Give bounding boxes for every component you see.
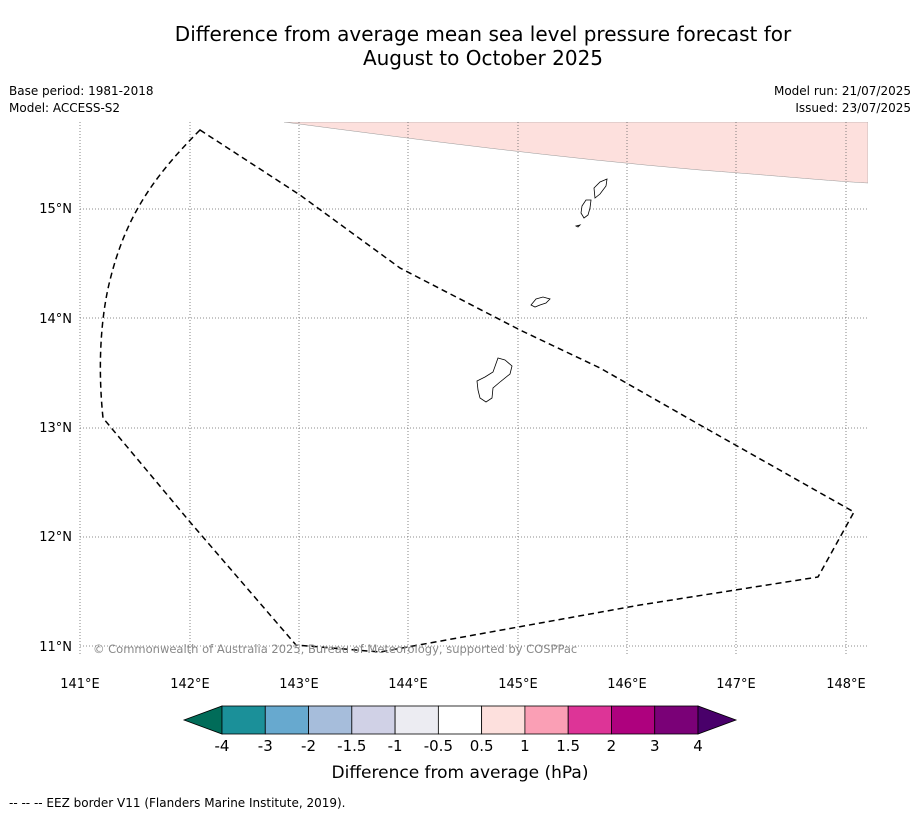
lon-label: 145°E <box>498 677 538 692</box>
eez-legend-text: -- -- -- EEZ border V11 (Flanders Marine… <box>9 796 346 810</box>
copyright-text: © Commonwealth of Australia 2025, Bureau… <box>93 642 577 656</box>
colorbar-label: Difference from average (hPa) <box>332 763 589 783</box>
title-line-1: Difference from average mean sea level p… <box>174 22 792 46</box>
colorbar-segment <box>654 705 699 735</box>
colorbar-tick-label: -1 <box>388 737 403 755</box>
map-title: Difference from average mean sea level p… <box>0 22 919 70</box>
colorbar-segments <box>221 705 699 735</box>
colorbar-tick-label: 0.5 <box>470 737 494 755</box>
colorbar-segment <box>481 705 526 735</box>
model-run: Model run: 21/07/2025 <box>773 84 911 98</box>
lat-label: 15°N <box>39 202 72 217</box>
island-aguijan <box>574 224 582 228</box>
colorbar-segment <box>611 705 656 735</box>
colorbar-tick-label: -4 <box>215 737 230 755</box>
colorbar-segment <box>308 705 353 735</box>
lon-label: 141°E <box>60 677 100 692</box>
anomaly-band <box>283 122 868 184</box>
colorbar-segment <box>567 705 612 735</box>
island-rota <box>530 296 551 308</box>
island-guam <box>476 357 513 403</box>
colorbar-segment <box>221 705 266 735</box>
gridlines <box>79 122 868 655</box>
island-saipan <box>593 178 608 199</box>
lon-label: 144°E <box>388 677 428 692</box>
base-period: Base period: 1981-2018 <box>9 84 154 98</box>
lon-label: 148°E <box>826 677 866 692</box>
colorbar-tick-labels: -4 -3 -2 -1.5 -1 -0.5 0.5 1 1.5 2 3 4 <box>215 737 703 755</box>
lat-label: 12°N <box>39 530 72 545</box>
issued-date: Issued: 23/07/2025 <box>795 101 911 115</box>
colorbar-segment <box>524 705 569 735</box>
lon-label: 143°E <box>279 677 319 692</box>
eez-border <box>99 129 856 653</box>
colorbar-tick-label: -1.5 <box>337 737 366 755</box>
colorbar: -4 -3 -2 -1.5 -1 -0.5 0.5 1 1.5 2 3 4 Difference fr… <box>182 705 738 783</box>
meta-right: Model run: 21/07/2025 Issued: 23/07/2025 <box>774 83 911 117</box>
colorbar-tick-label: 4 <box>693 737 703 755</box>
colorbar-segment <box>351 705 396 735</box>
islands <box>476 178 608 403</box>
colorbar-segment <box>394 705 439 735</box>
colorbar-segment <box>437 705 483 735</box>
colorbar-tick-label: 1.5 <box>556 737 580 755</box>
lat-labels: 15°N 14°N 13°N 12°N 11°N <box>39 202 72 655</box>
title-line-2: August to October 2025 <box>362 46 604 70</box>
lon-label: 147°E <box>716 677 756 692</box>
colorbar-tick-label: -0.5 <box>424 737 453 755</box>
colorbar-tick-label: -2 <box>301 737 316 755</box>
colorbar-tick-label: 1 <box>520 737 530 755</box>
colorbar-tick-label: 3 <box>650 737 660 755</box>
lon-label: 146°E <box>607 677 647 692</box>
colorbar-tick-label: -3 <box>258 737 273 755</box>
meta-left: Base period: 1981-2018 Model: ACCESS-S2 <box>9 83 154 117</box>
island-tinian <box>580 199 592 219</box>
colorbar-segment <box>264 705 309 735</box>
colorbar-over-arrow <box>697 705 738 735</box>
lat-label: 14°N <box>39 312 72 327</box>
colorbar-tick-label: 2 <box>607 737 617 755</box>
lat-label: 11°N <box>39 640 72 655</box>
lon-labels: 141°E 142°E 143°E 144°E 145°E 146°E 147°… <box>60 677 866 692</box>
model-name: Model: ACCESS-S2 <box>9 101 121 115</box>
lon-label: 142°E <box>170 677 210 692</box>
lat-label: 13°N <box>39 421 72 436</box>
colorbar-under-arrow <box>182 705 223 735</box>
